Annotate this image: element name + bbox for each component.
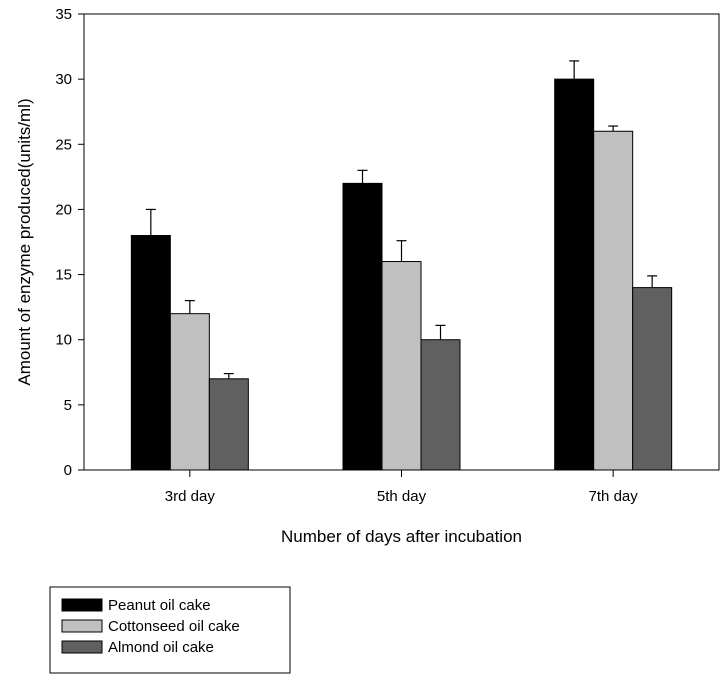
- y-tick-label: 0: [64, 462, 72, 479]
- y-tick-label: 30: [55, 71, 72, 88]
- x-tick-label: 7th day: [589, 488, 639, 505]
- bar: [554, 78, 595, 471]
- bar: [130, 234, 171, 471]
- y-tick-label: 35: [55, 6, 72, 23]
- y-tick-label: 5: [64, 397, 72, 414]
- y-tick-label: 25: [55, 136, 72, 153]
- bar: [169, 313, 210, 471]
- x-tick-label: 3rd day: [165, 488, 216, 505]
- y-axis-title: Amount of enzyme produced(units/ml): [15, 98, 34, 385]
- bar: [342, 182, 383, 471]
- y-tick-label: 20: [55, 201, 72, 218]
- legend-swatch: [61, 619, 103, 633]
- x-tick-label: 5th day: [377, 488, 427, 505]
- bars-group: [130, 78, 673, 471]
- y-tick-label: 10: [55, 332, 72, 349]
- bar: [420, 339, 461, 471]
- legend-label: Almond oil cake: [108, 639, 214, 656]
- y-axis-ticks: 0 5 10 15 20 25 30 35: [55, 6, 84, 479]
- bar: [208, 378, 249, 471]
- legend-swatch: [61, 640, 103, 654]
- legend-swatch: [61, 598, 103, 612]
- bar: [381, 261, 422, 471]
- y-tick-label: 15: [55, 267, 72, 284]
- x-axis-ticks: 3rd day 5th day 7th day: [165, 470, 638, 505]
- x-axis-title: Number of days after incubation: [281, 527, 522, 546]
- legend-label: Cottonseed oil cake: [108, 618, 240, 635]
- bar: [593, 130, 634, 471]
- error-bars-group: [145, 60, 658, 379]
- legend-label: Peanut oil cake: [108, 597, 211, 614]
- legend: Peanut oil cake Cottonseed oil cake Almond…: [49, 586, 291, 674]
- bar: [632, 287, 673, 471]
